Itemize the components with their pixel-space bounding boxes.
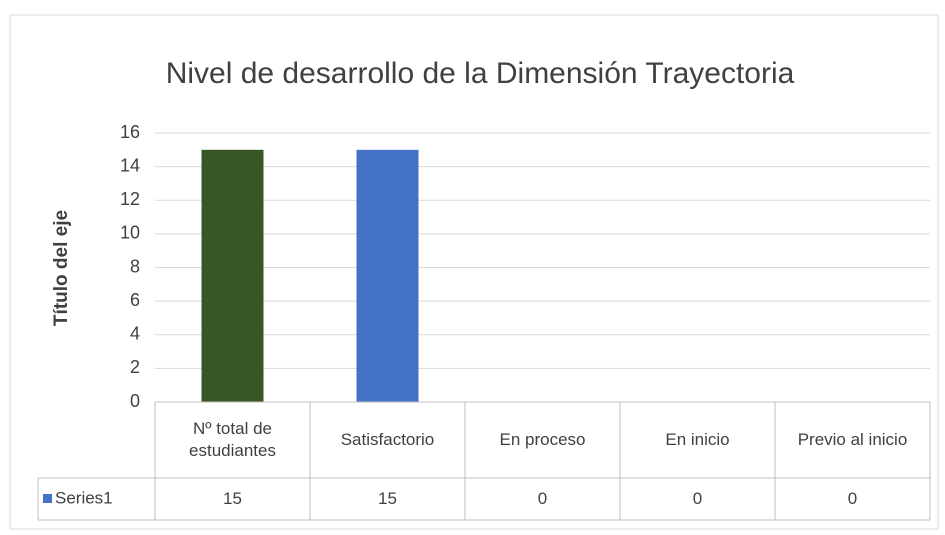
table-cell: En proceso bbox=[499, 429, 586, 449]
cell-text: Previo al inicio bbox=[797, 429, 908, 449]
y-tick-label: 6 bbox=[130, 290, 140, 310]
bar bbox=[356, 149, 419, 402]
cell-text: 0 bbox=[847, 488, 858, 508]
cell-text: 0 bbox=[537, 488, 548, 508]
cell-text: 0 bbox=[692, 488, 703, 508]
y-tick-label: 2 bbox=[130, 357, 140, 377]
y-tick-label: 10 bbox=[120, 223, 140, 243]
table-cell: 15 bbox=[378, 488, 397, 508]
table-cell: En inicio bbox=[665, 429, 730, 449]
table-cell: 0 bbox=[537, 488, 548, 508]
chart-border bbox=[9, 14, 939, 530]
table-cell: Previo al inicio bbox=[797, 429, 908, 449]
table-cell: Satisfactorio bbox=[340, 429, 435, 449]
cell-text: 15 bbox=[378, 488, 397, 508]
y-axis-title: Título del eje bbox=[51, 210, 72, 326]
legend-swatch bbox=[43, 494, 52, 503]
y-tick-label: 4 bbox=[130, 324, 140, 344]
table-cell: 15 bbox=[223, 488, 242, 508]
bar bbox=[201, 149, 264, 402]
y-tick-label: 8 bbox=[130, 256, 140, 276]
table-cell: 0 bbox=[692, 488, 703, 508]
cell-text: En proceso bbox=[499, 429, 586, 449]
y-tick-label: 0 bbox=[130, 391, 140, 411]
table-cell: 0 bbox=[847, 488, 858, 508]
cell-text: Satisfactorio bbox=[340, 429, 435, 449]
cell-text: En inicio bbox=[665, 429, 730, 449]
y-tick-label: 12 bbox=[120, 189, 140, 209]
legend-label: Series1 bbox=[55, 488, 113, 507]
cell-text: 15 bbox=[223, 488, 242, 508]
y-tick-label: 16 bbox=[120, 122, 140, 142]
y-tick-label: 14 bbox=[120, 155, 140, 175]
cell-text: Nº total de estudiantes bbox=[189, 418, 276, 460]
chart-title: Nivel de desarrollo de la Dimensión Tray… bbox=[166, 57, 795, 90]
table-cell: Nº total de estudiantes bbox=[189, 418, 276, 460]
